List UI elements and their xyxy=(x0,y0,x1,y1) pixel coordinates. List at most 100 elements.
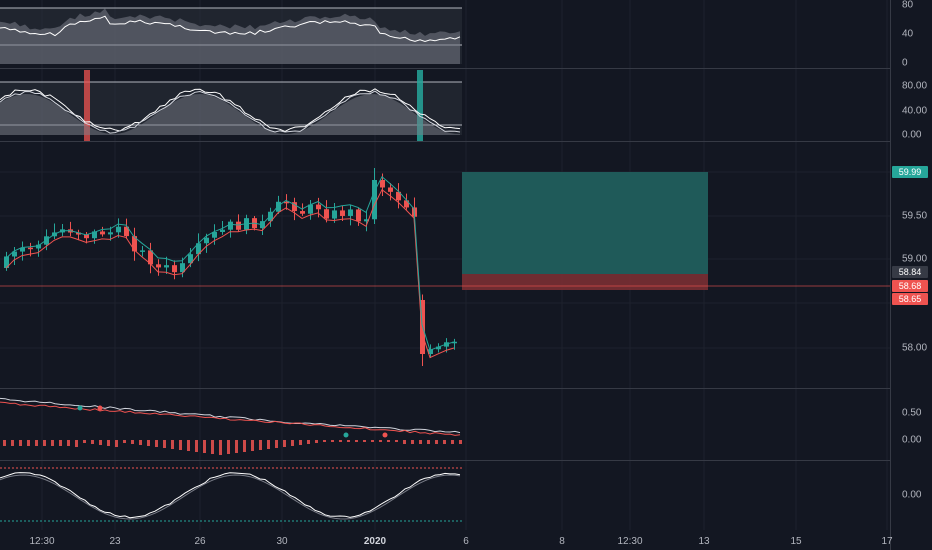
candle-body xyxy=(404,200,409,208)
macd-histogram-bar xyxy=(187,440,190,451)
moving-average-red xyxy=(5,188,455,359)
rsi-fill xyxy=(0,8,460,64)
macd-histogram-bar xyxy=(235,440,238,453)
macd-line xyxy=(0,397,461,434)
macd-histogram-bar xyxy=(331,440,334,442)
pane-separator[interactable] xyxy=(0,460,932,461)
target-price-tag: 59.99 xyxy=(892,166,928,178)
candle-body xyxy=(436,346,441,350)
macd-histogram-bar xyxy=(67,440,70,446)
osc-axis-label: 0.00 xyxy=(902,489,922,501)
time-label: 23 xyxy=(109,536,121,547)
pane-separator[interactable] xyxy=(0,388,932,389)
candle-body xyxy=(452,341,457,344)
macd-axis-label: 0.00 xyxy=(902,434,922,446)
macd-histogram-bar xyxy=(283,440,286,447)
candle-body xyxy=(380,180,385,188)
macd-cross-dot xyxy=(97,405,103,411)
time-label: 15 xyxy=(790,536,802,547)
macd-histogram-bar xyxy=(307,440,310,444)
candle-body xyxy=(348,209,353,216)
candle-body xyxy=(236,221,241,230)
macd-histogram-bar xyxy=(347,440,350,442)
macd-histogram-bar xyxy=(427,440,430,444)
candle-body xyxy=(156,264,161,268)
macd-histogram-bar xyxy=(323,440,326,442)
macd-cross-dot xyxy=(77,405,83,411)
macd-histogram-bar xyxy=(259,440,262,450)
candle-body xyxy=(364,219,369,222)
macd-histogram-bar xyxy=(43,440,46,446)
macd-histogram-bar xyxy=(147,440,150,446)
candle-body xyxy=(84,234,89,239)
stop-price-tag: 58.65 xyxy=(892,293,928,305)
stop-zone xyxy=(462,274,708,290)
macd-histogram-bar xyxy=(267,440,270,449)
macd-histogram-bar xyxy=(403,440,406,444)
candle-body xyxy=(428,349,433,354)
macd-histogram-bar xyxy=(243,440,246,452)
macd-histogram-bar xyxy=(435,440,438,444)
time-label: 12:30 xyxy=(617,536,643,547)
time-label: 12:30 xyxy=(29,536,55,547)
current-price-tag: 58.84 xyxy=(892,266,928,278)
macd-histogram-bar xyxy=(195,440,198,452)
macd-histogram-bar xyxy=(419,440,422,444)
pane-separator[interactable] xyxy=(0,68,932,69)
candle-body xyxy=(292,202,297,212)
macd-histogram-bar xyxy=(171,440,174,449)
macd-signal-line xyxy=(0,401,461,436)
macd-histogram-bar xyxy=(35,440,38,446)
rsi-axis-label-0: 0 xyxy=(902,57,908,69)
candle-body xyxy=(116,226,121,233)
candle-body xyxy=(148,250,153,265)
candle-body xyxy=(28,247,33,250)
candle-body xyxy=(204,237,209,244)
candle-body xyxy=(92,231,97,239)
stoch-buy-marker xyxy=(417,70,423,141)
moving-average-green xyxy=(5,176,455,351)
macd-histogram-bar xyxy=(355,440,358,442)
macd-histogram-bar xyxy=(379,440,382,442)
candle-body xyxy=(196,243,201,255)
candle-body xyxy=(284,201,289,204)
macd-histogram-bar xyxy=(107,440,110,446)
candle-body xyxy=(20,247,25,252)
time-label: 8 xyxy=(559,536,565,547)
candle-body xyxy=(124,226,129,237)
macd-histogram-bar xyxy=(115,440,118,447)
macd-histogram-bar xyxy=(203,440,206,453)
candle-body xyxy=(316,204,321,210)
macd-histogram-bar xyxy=(219,440,222,455)
rsi-line xyxy=(0,15,461,43)
macd-histogram-bar xyxy=(3,440,6,446)
macd-histogram-bar xyxy=(59,440,62,446)
candle-body xyxy=(276,201,281,212)
macd-histogram-bar xyxy=(139,440,142,445)
stoch-axis-label-80: 80.00 xyxy=(902,80,928,92)
macd-histogram-bar xyxy=(51,440,54,446)
candle-body xyxy=(228,221,233,230)
macd-histogram-bar xyxy=(179,440,182,450)
macd-histogram-bar xyxy=(275,440,278,448)
macd-histogram-bar xyxy=(11,440,14,446)
macd-histogram-bar xyxy=(131,440,134,444)
stoch-axis-label-40: 40.00 xyxy=(902,105,928,117)
candle-body xyxy=(396,191,401,201)
macd-histogram-bar xyxy=(459,440,462,444)
macd-histogram-bar xyxy=(339,440,342,442)
candle-body xyxy=(268,211,273,222)
pane-separator[interactable] xyxy=(0,141,932,142)
macd-histogram-bar xyxy=(27,440,30,446)
macd-histogram-bar xyxy=(227,440,230,454)
macd-histogram-bar xyxy=(395,440,398,442)
macd-histogram-bar xyxy=(155,440,158,447)
chart-canvas[interactable] xyxy=(0,0,890,550)
candle-body xyxy=(372,180,377,220)
macd-histogram-bar xyxy=(83,440,86,443)
price-axis-label: 59.00 xyxy=(902,253,928,265)
rsi-axis-label-40: 40 xyxy=(902,28,914,40)
stoch-k-line xyxy=(0,88,461,133)
time-label: 6 xyxy=(463,536,469,547)
macd-histogram-bar xyxy=(411,440,414,444)
